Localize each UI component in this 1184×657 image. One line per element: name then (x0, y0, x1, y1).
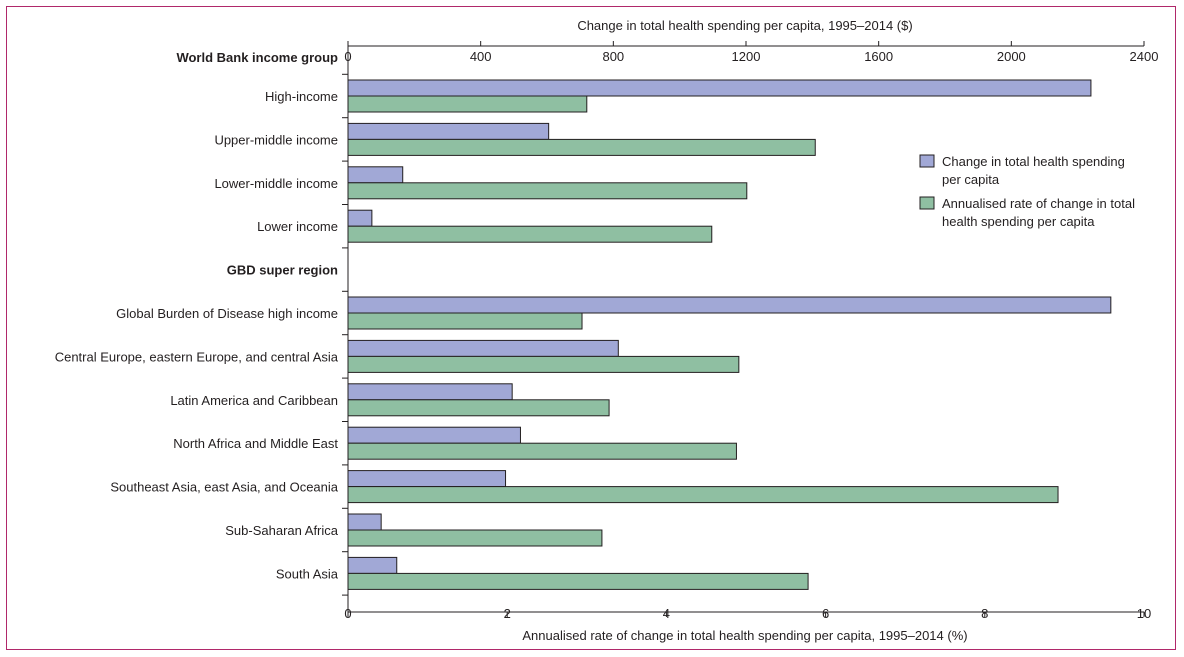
top-axis-tick-label: 2400 (1130, 49, 1159, 64)
category-label: Sub-Saharan Africa (225, 523, 339, 538)
rate-bar (347, 225, 713, 243)
spending-bar (347, 122, 550, 140)
category-label: Global Burden of Disease high income (116, 306, 338, 321)
chart-frame (6, 6, 1176, 650)
rate-bar (347, 182, 748, 200)
rate-bar (347, 529, 603, 547)
rate-bar (347, 486, 1059, 504)
spending-bar (347, 383, 513, 401)
rate-bar (347, 442, 737, 460)
category-label: Upper-middle income (214, 132, 338, 147)
top-axis-tick-label: 1200 (732, 49, 761, 64)
plot-area: 040080012001600200024000246810World Bank… (55, 41, 1159, 621)
category-label: Central Europe, eastern Europe, and cent… (55, 349, 339, 364)
top-axis-tick-label: 1600 (864, 49, 893, 64)
legend-label: health spending per capita (942, 214, 1095, 229)
rate-bar (347, 355, 740, 373)
bottom-axis-tick-label: 2 (504, 606, 511, 621)
rate-bar (347, 138, 816, 156)
spending-bar (347, 79, 1092, 97)
legend-label: per capita (942, 172, 1000, 187)
category-label: High-income (265, 89, 338, 104)
legend-swatch (919, 154, 935, 168)
bottom-axis-tick-label: 4 (663, 606, 670, 621)
bottom-axis-title: Annualised rate of change in total healt… (522, 628, 967, 643)
spending-bar (347, 426, 521, 444)
group-header: World Bank income group (176, 50, 338, 65)
spending-bar (347, 513, 382, 531)
spending-bar (347, 209, 373, 227)
category-label: Latin America and Caribbean (170, 393, 338, 408)
spending-bar (347, 339, 619, 357)
top-axis-tick-label: 400 (470, 49, 492, 64)
top-axis-tick-label: 800 (602, 49, 624, 64)
rate-bar (347, 572, 809, 590)
bottom-axis-tick-label: 6 (822, 606, 829, 621)
spending-bar (347, 166, 404, 184)
legend-label: Change in total health spending (942, 154, 1125, 169)
bottom-axis-tick-label: 0 (344, 606, 351, 621)
top-axis-title: Change in total health spending per capi… (577, 18, 912, 33)
spending-bar (347, 556, 398, 574)
rate-bar (347, 399, 610, 417)
bottom-axis-tick-label: 10 (1137, 606, 1151, 621)
top-axis-tick-label: 2000 (997, 49, 1026, 64)
category-label: Lower income (257, 219, 338, 234)
spending-bar (347, 470, 507, 488)
rate-bar (347, 95, 588, 113)
legend-swatch (919, 196, 935, 210)
rate-bar (347, 312, 583, 330)
category-label: Lower-middle income (214, 176, 338, 191)
spending-bar (347, 296, 1112, 314)
group-header: GBD super region (227, 263, 338, 278)
category-label: Southeast Asia, east Asia, and Oceania (110, 480, 338, 495)
category-label: South Asia (276, 566, 339, 581)
bottom-axis-tick-label: 8 (981, 606, 988, 621)
legend-label: Annualised rate of change in total (942, 196, 1135, 211)
category-label: North Africa and Middle East (173, 436, 338, 451)
